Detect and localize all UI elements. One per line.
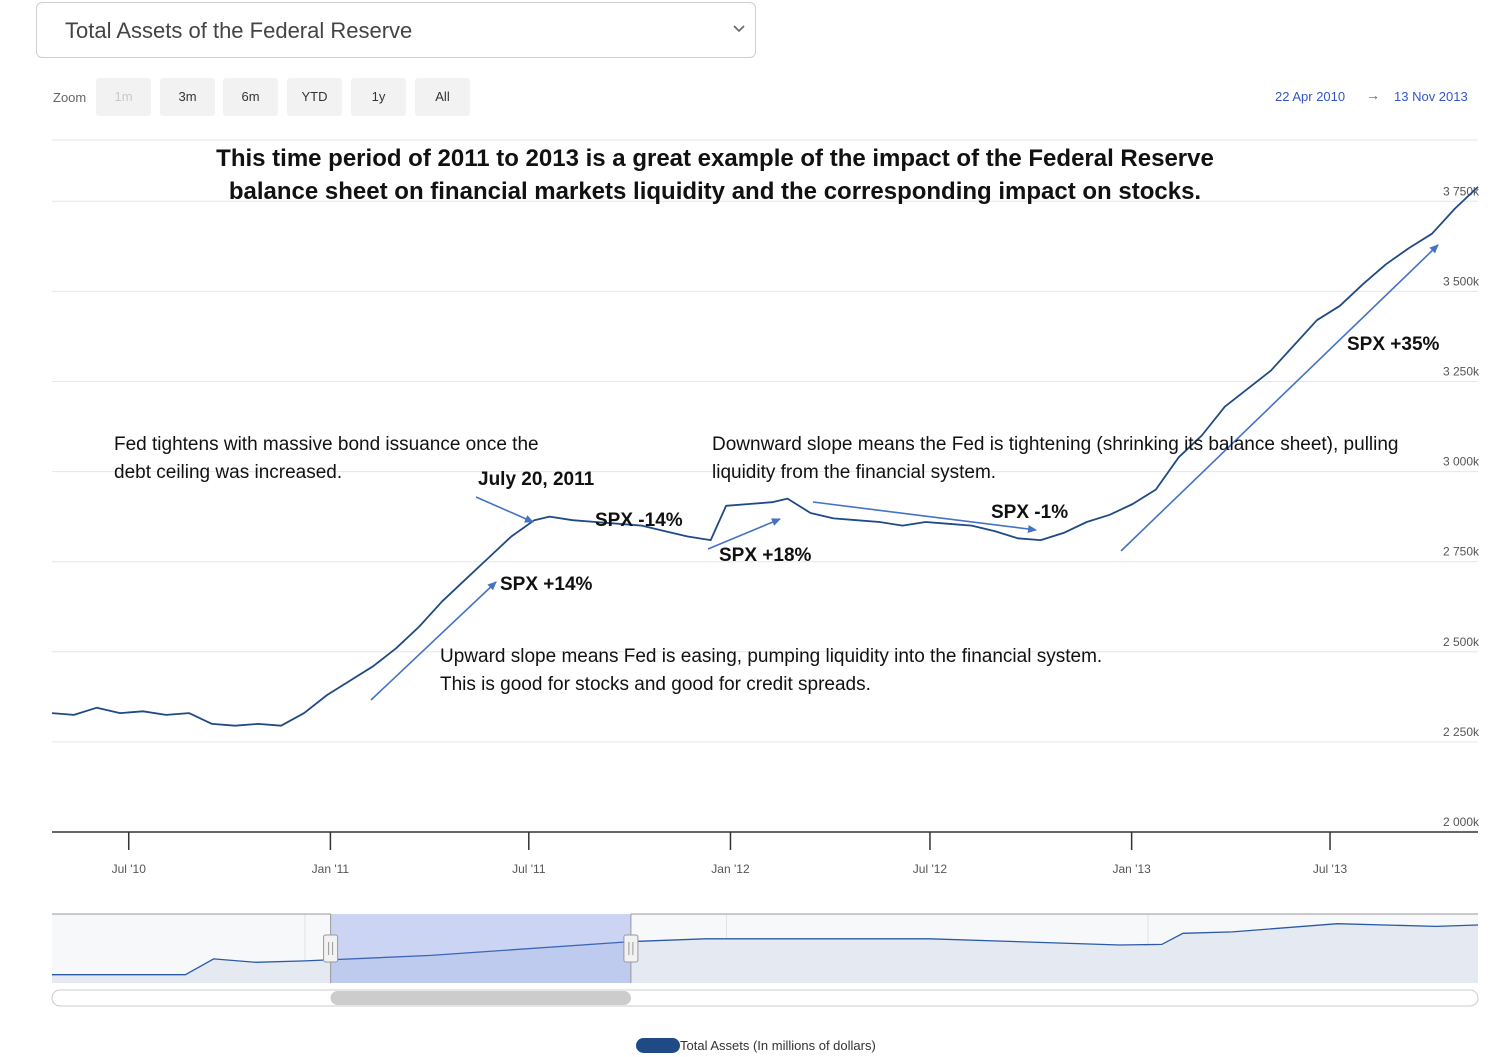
- x-axis: Jul '10 Jan '11 Jul '11 Jan '12 Jul '12 Jan '…: [52, 831, 1478, 876]
- scrollbar-track[interactable]: [51, 989, 1479, 1007]
- y-tick-label: 3 000k: [1443, 455, 1480, 469]
- annotation-upward-slope: Upward slope means Fed is easing, pumpin…: [440, 646, 1103, 695]
- zoom-all-button[interactable]: All: [415, 78, 470, 116]
- annotation-spx-plus-35: SPX +35%: [1347, 334, 1440, 355]
- x-tick-label: Jan '12: [711, 862, 750, 876]
- zoom-label: Zoom: [53, 90, 87, 105]
- annotation-arrows: [370, 244, 1439, 701]
- chevron-down-icon: [733, 25, 745, 33]
- zoom-1y-button[interactable]: 1y: [351, 78, 406, 116]
- series-line-total-assets: [51, 186, 1479, 727]
- annotation-spx-minus-1: SPX -1%: [991, 502, 1069, 523]
- annotation-fed-tightens: Fed tightens with massive bond issuance …: [114, 434, 539, 483]
- arrow-easing-2011: [370, 581, 497, 701]
- x-tick-label: Jan '13: [1112, 862, 1151, 876]
- x-tick-label: Jan '11: [312, 862, 350, 876]
- arrow-july-20: [475, 496, 534, 523]
- range-to-input[interactable]: 13 Nov 2013: [1394, 89, 1468, 104]
- x-tick-label: Jul '10: [112, 862, 147, 876]
- zoom-1m-button[interactable]: 1m: [96, 78, 151, 116]
- navigator-area: [52, 923, 1478, 983]
- navigator-handle-left[interactable]: [323, 934, 339, 963]
- range-from-input[interactable]: 22 Apr 2010: [1275, 89, 1346, 104]
- y-tick-label: 2 750k: [1443, 545, 1480, 559]
- x-tick-label: Jul '11: [512, 862, 546, 876]
- annotation-spx-minus-14: SPX -14%: [595, 510, 683, 531]
- legend-swatch: [636, 1038, 680, 1053]
- arrow-easing-2013: [1120, 244, 1439, 552]
- navigator-selection[interactable]: [330, 914, 631, 983]
- zoom-ytd-button[interactable]: YTD: [287, 78, 342, 116]
- arrow-spx-plus-18: [707, 518, 781, 550]
- navigator: 201020152020: [51, 913, 1479, 1007]
- series-selector[interactable]: Total Assets of the Federal Reserve: [36, 2, 756, 58]
- scrollbar-thumb[interactable]: [330, 991, 631, 1005]
- annotation-downward-slope: Downward slope means the Fed is tighteni…: [712, 434, 1399, 483]
- annotation-spx-plus-18: SPX +18%: [719, 545, 812, 566]
- x-tick-label: Jul '12: [913, 862, 948, 876]
- series-layer: [51, 186, 1479, 727]
- y-tick-label: 3 250k: [1443, 364, 1480, 378]
- navigator-handle-right[interactable]: [623, 934, 639, 963]
- chart-annotation-title: This time period of 2011 to 2013 is a gr…: [216, 145, 1214, 205]
- y-axis-ticks: 2 000k 2 250k 2 500k 2 750k 3 000k 3 250k 3 50…: [1443, 184, 1480, 829]
- y-tick-label: 2 000k: [1443, 815, 1480, 829]
- arrow-tightening-2012: [812, 501, 1037, 533]
- zoom-3m-button[interactable]: 3m: [160, 78, 215, 116]
- y-tick-label: 2 500k: [1443, 635, 1480, 649]
- y-tick-label: 3 500k: [1443, 274, 1480, 288]
- series-selector-value: Total Assets of the Federal Reserve: [65, 18, 413, 43]
- y-tick-label: 2 250k: [1443, 725, 1480, 739]
- navigator-line: [52, 923, 1479, 976]
- range-arrow-icon: →: [1366, 87, 1380, 103]
- x-tick-label: Jul '13: [1313, 862, 1348, 876]
- annotation-spx-plus-14: SPX +14%: [500, 574, 593, 595]
- annotation-july-20-2011: July 20, 2011: [478, 469, 595, 490]
- grid-lines: [52, 139, 1478, 743]
- legend-label: Total Assets (In millions of dollars): [680, 1038, 876, 1053]
- zoom-6m-button[interactable]: 6m: [223, 78, 278, 116]
